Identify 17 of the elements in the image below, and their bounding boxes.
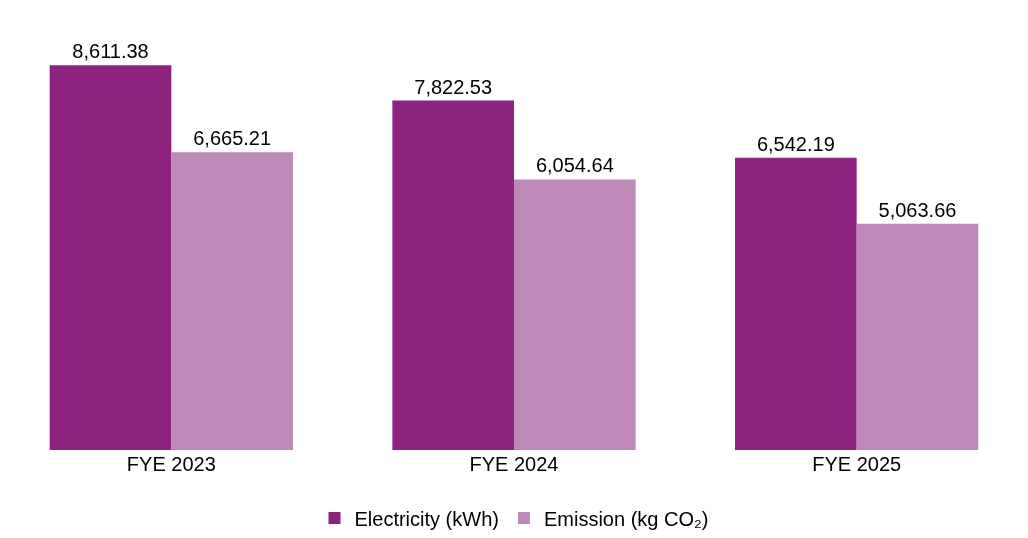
bar bbox=[171, 152, 293, 450]
data-label: 7,822.53 bbox=[414, 75, 493, 98]
legend-label: Emission (kg CO₂) bbox=[543, 507, 709, 530]
x-tick-label: FYE 2024 bbox=[469, 453, 559, 475]
bar bbox=[392, 100, 514, 450]
bar bbox=[514, 179, 636, 450]
data-label: 6,665.21 bbox=[193, 127, 272, 150]
bar bbox=[856, 223, 979, 450]
legend-label: Electricity (kWh) bbox=[354, 507, 499, 530]
data-label: 6,542.19 bbox=[756, 132, 835, 155]
x-tick-label: FYE 2025 bbox=[812, 453, 902, 475]
bar bbox=[735, 157, 857, 450]
x-tick-label: FYE 2023 bbox=[126, 453, 216, 475]
data-label: 8,611.38 bbox=[72, 40, 149, 63]
bar bbox=[49, 65, 172, 450]
data-label: 6,054.64 bbox=[535, 154, 614, 177]
data-label: 5,063.66 bbox=[878, 198, 957, 221]
